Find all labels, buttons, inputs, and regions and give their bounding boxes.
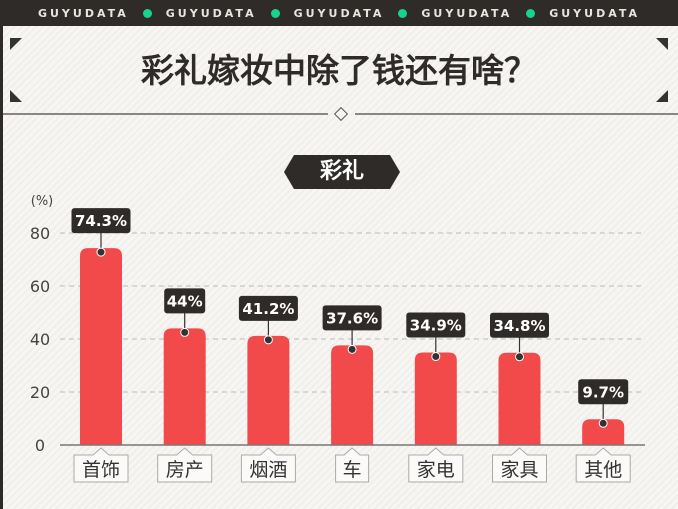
bar [163, 328, 206, 445]
y-tick-label: 80 [30, 224, 50, 243]
data-label-box [406, 312, 466, 338]
data-label: 34.9% [410, 317, 462, 335]
dot-icon [526, 8, 536, 18]
label-dot [263, 335, 273, 345]
data-label-box [164, 288, 206, 314]
divider [355, 113, 678, 115]
brand-banner: GUYUDATA GUYUDATA GUYUDATA GUYUDATA GUYUDATA [0, 0, 678, 26]
brand-text: GUYUDATA [37, 6, 129, 20]
label-dot [515, 352, 524, 362]
dot-icon [398, 8, 408, 18]
brand-text: GUYUDATA [293, 6, 385, 20]
data-label-box [238, 295, 298, 321]
x-tick-label: 烟酒 [249, 459, 287, 481]
y-tick-label: 60 [30, 277, 50, 296]
data-label: 37.6% [326, 309, 378, 327]
x-tick-label: 家电 [417, 459, 455, 481]
category-tag [492, 447, 547, 483]
brand-text: GUYUDATA [549, 6, 641, 20]
y-tick-label: 0 [35, 436, 45, 455]
bar [414, 352, 457, 445]
y-tick-label: 40 [30, 330, 50, 349]
x-tick-label: 家具 [500, 459, 538, 481]
data-label-box [71, 208, 131, 234]
brand-text: GUYUDATA [165, 6, 257, 20]
label-dot [347, 344, 357, 354]
page-title: 彩礼嫁妆中除了钱还有啥？ [141, 51, 537, 90]
category-tag [240, 447, 296, 483]
category-tag [157, 447, 213, 483]
data-label: 74.3% [75, 212, 127, 230]
y-tick-label: 20 [30, 383, 50, 402]
chart-subtitle: 彩礼 [284, 155, 400, 189]
y-axis-label: (%) [31, 194, 54, 209]
data-label-box [578, 379, 629, 405]
data-label: 44% [167, 292, 203, 310]
category-tag [73, 447, 129, 483]
divider [3, 113, 328, 115]
bar [582, 419, 625, 445]
label-dot [598, 418, 608, 428]
dot-icon [270, 8, 280, 18]
x-tick-label: 其他 [584, 459, 622, 481]
x-tick-label: 车 [343, 459, 362, 481]
bar [80, 248, 122, 445]
bar [331, 345, 374, 445]
label-dot [180, 327, 190, 337]
brand-text: GUYUDATA [421, 6, 513, 20]
data-label-box [490, 312, 549, 338]
x-tick-label: 首饰 [82, 459, 120, 481]
corner-mark [656, 90, 668, 102]
category-tag [575, 447, 631, 483]
label-dot [431, 352, 441, 362]
category-tag [335, 447, 370, 483]
corner-mark [10, 90, 22, 102]
category-tag [408, 447, 464, 483]
data-label: 34.8% [493, 317, 545, 335]
data-label: 41.2% [242, 300, 294, 318]
dot-icon [142, 8, 152, 18]
corner-mark [10, 38, 22, 50]
x-tick-label: 房产 [166, 459, 204, 481]
data-label: 9.7% [582, 383, 624, 401]
bar [247, 335, 290, 445]
label-dot [96, 247, 106, 257]
corner-mark [656, 38, 668, 50]
bar [498, 352, 541, 445]
data-label-box [322, 305, 382, 331]
